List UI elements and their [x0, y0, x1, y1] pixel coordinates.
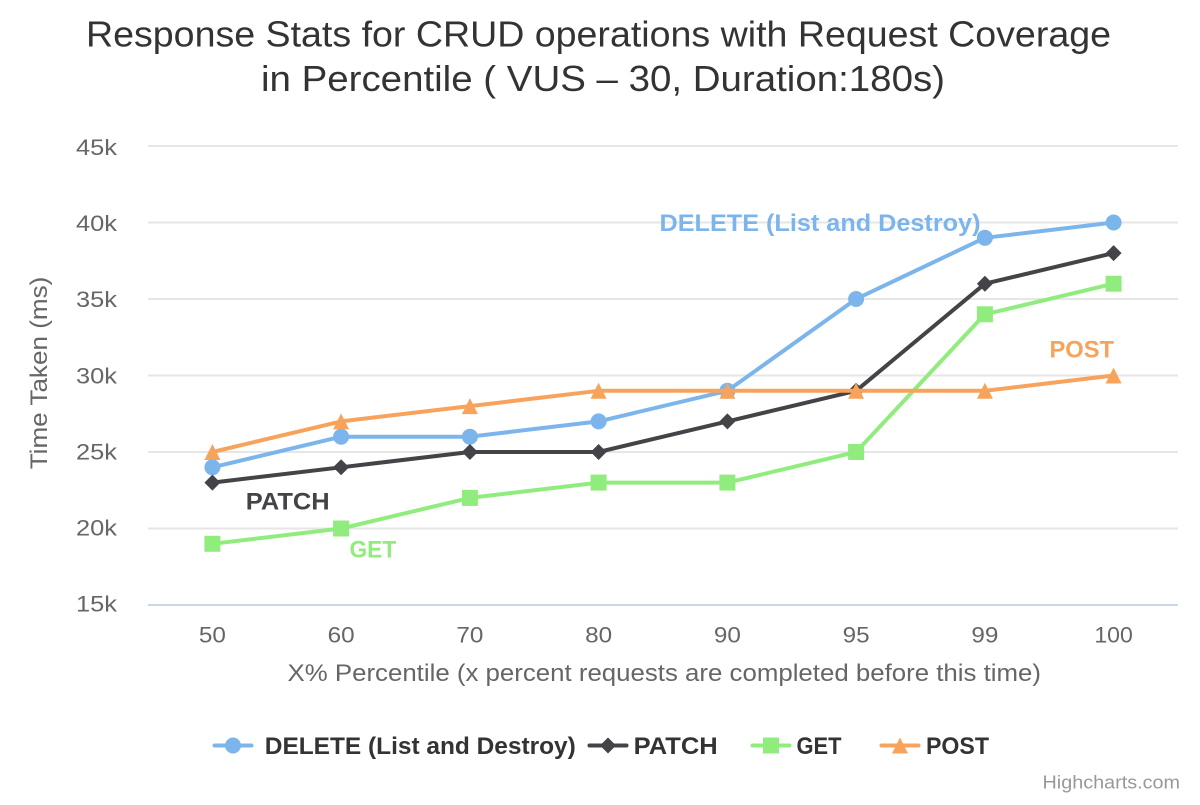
svg-text:GET: GET: [797, 733, 842, 760]
svg-text:70: 70: [456, 623, 483, 648]
svg-text:Time Taken (ms): Time Taken (ms): [26, 277, 53, 470]
svg-text:POST: POST: [1050, 337, 1115, 364]
svg-text:99: 99: [971, 623, 998, 648]
svg-text:35k: 35k: [76, 287, 118, 312]
svg-text:45k: 45k: [76, 135, 118, 160]
svg-text:40k: 40k: [76, 211, 118, 236]
svg-text:15k: 15k: [76, 591, 118, 616]
svg-text:20k: 20k: [76, 515, 118, 540]
svg-text:X% Percentile (x percent reque: X% Percentile (x percent requests are co…: [288, 660, 1042, 687]
svg-text:DELETE (List and Destroy): DELETE (List and Destroy): [265, 733, 576, 760]
svg-text:DELETE (List and Destroy): DELETE (List and Destroy): [660, 210, 981, 237]
svg-text:in Percentile ( VUS – 30, Dura: in Percentile ( VUS – 30, Duration:180s): [261, 58, 945, 99]
svg-text:50: 50: [199, 623, 226, 648]
svg-text:25k: 25k: [76, 439, 118, 464]
svg-text:PATCH: PATCH: [634, 733, 718, 760]
svg-text:90: 90: [714, 623, 741, 648]
svg-text:Response Stats for CRUD operat: Response Stats for CRUD operations with …: [86, 14, 1111, 55]
svg-text:95: 95: [843, 623, 870, 648]
svg-text:100: 100: [1094, 623, 1133, 648]
svg-text:80: 80: [585, 623, 612, 648]
svg-text:30k: 30k: [76, 363, 118, 388]
svg-text:60: 60: [328, 623, 355, 648]
svg-text:PATCH: PATCH: [246, 488, 330, 515]
svg-text:GET: GET: [350, 537, 397, 564]
svg-text:POST: POST: [926, 733, 989, 760]
svg-text:Highcharts.com: Highcharts.com: [1043, 772, 1181, 792]
